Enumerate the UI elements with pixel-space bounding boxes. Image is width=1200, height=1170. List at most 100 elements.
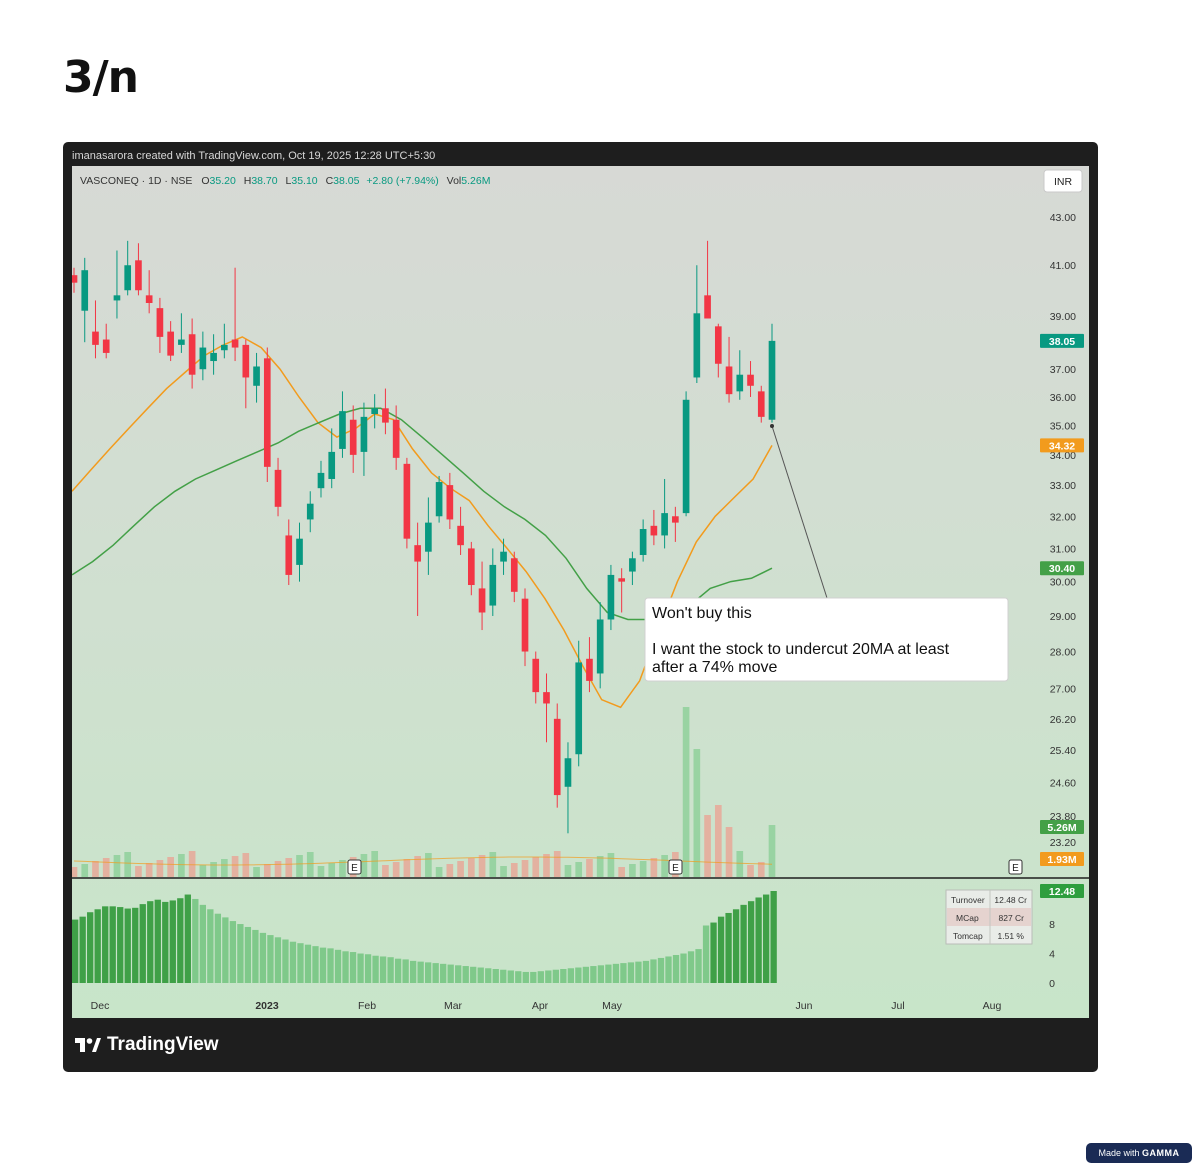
candle-body <box>747 374 754 386</box>
turnover-bar <box>117 907 124 983</box>
price-badge-bg <box>1040 438 1084 453</box>
turnover-bar <box>252 929 259 983</box>
candle-body <box>285 535 293 575</box>
candle-body <box>349 419 357 455</box>
turnover-bar <box>560 968 567 983</box>
volume-bar <box>736 851 744 877</box>
price-axis-tick: 37.00 <box>1050 364 1076 376</box>
time-axis-tick: Jul <box>891 1000 904 1012</box>
volume-bar <box>446 864 454 877</box>
candle-body <box>199 347 207 370</box>
earnings-marker[interactable]: E <box>1008 859 1023 875</box>
candle-body <box>607 574 615 620</box>
turnover-bar <box>417 961 424 983</box>
candle-body <box>564 758 572 787</box>
turnover-bar <box>349 952 357 983</box>
candle-body <box>403 463 411 539</box>
candle-body <box>253 366 260 386</box>
price-axis-tick: 32.00 <box>1050 511 1076 523</box>
legend-open: 35.20 <box>210 175 236 187</box>
candle-body <box>135 260 142 291</box>
turnover-bar <box>312 946 319 983</box>
turnover-bar <box>244 926 252 983</box>
currency-button[interactable]: INR <box>1043 169 1083 193</box>
volume-bar <box>467 858 475 877</box>
earnings-marker-label: E <box>351 863 358 874</box>
price-badge: 34.32 <box>1049 440 1075 452</box>
turnover-bar <box>327 948 334 983</box>
price-badge: 38.05 <box>1049 336 1075 348</box>
candle-body <box>178 339 185 345</box>
turnover-bar <box>770 891 777 983</box>
turnover-bar <box>680 953 687 983</box>
turnover-bar <box>169 900 176 983</box>
price-axis-tick: 25.40 <box>1050 745 1076 757</box>
turnover-bar <box>702 925 710 983</box>
volume-bar <box>113 855 121 877</box>
earnings-marker-label: E <box>672 863 679 874</box>
candle-body <box>231 339 239 348</box>
chart-area[interactable]: VASCONEQ · 1D · NSE O35.20 H38.70 L35.10… <box>72 166 1089 1018</box>
turnover-bar <box>364 954 372 983</box>
turnover-bar <box>470 966 477 983</box>
volume-bar <box>575 862 583 877</box>
candle-body <box>210 352 217 362</box>
volume-bar <box>263 864 271 877</box>
price-chart-svg[interactable]: VASCONEQ · 1D · NSE O35.20 H38.70 L35.10… <box>72 166 1089 1018</box>
turnover-bar <box>229 921 237 983</box>
turnover-bar <box>199 904 206 983</box>
turnover-bar <box>485 968 492 983</box>
volume-bar <box>188 851 196 877</box>
candle-body <box>489 564 497 606</box>
turnover-axis-tick: 0 <box>1049 978 1055 990</box>
candle-body <box>704 295 711 319</box>
turnover-bar <box>725 912 732 983</box>
info-table: Turnover 12.48 Cr MCap 827 Cr Tomcap 1.5… <box>945 889 1033 945</box>
turnover-bar <box>567 968 575 983</box>
candle-body <box>296 538 303 565</box>
volume-bar <box>457 861 464 877</box>
legend-close-label: C <box>326 175 334 187</box>
time-axis-tick: Jun <box>796 1000 813 1012</box>
made-with-brand: GAMMA <box>1142 1148 1180 1158</box>
tradingview-logo[interactable]: TradingView <box>75 1034 219 1056</box>
volume-bar <box>478 855 486 877</box>
volume-bar <box>221 859 228 877</box>
turnover-bar <box>237 924 244 983</box>
made-with-badge[interactable]: Made with GAMMA <box>1086 1143 1192 1163</box>
earnings-marker[interactable]: E <box>668 859 683 875</box>
turnover-bar <box>492 968 499 983</box>
price-badge-bg <box>1040 333 1084 348</box>
volume-bar <box>296 855 303 877</box>
price-badge: 30.40 <box>1049 563 1075 575</box>
price-axis-tick: 31.00 <box>1050 543 1076 555</box>
candle-body <box>478 588 486 613</box>
turnover-bar <box>710 922 717 983</box>
legend-high: 38.70 <box>251 175 277 187</box>
annotation-line-1: Won't buy this <box>652 605 752 622</box>
time-axis: Dec 2023 Feb Mar Apr May Jun Jul Aug <box>91 1000 1002 1012</box>
turnover-bar <box>102 906 109 983</box>
candle-body <box>221 344 228 351</box>
turnover-bar <box>732 909 740 983</box>
price-badge-bg <box>1040 561 1084 576</box>
volume-bar <box>178 854 185 877</box>
volume-badge-bg <box>1040 852 1084 866</box>
price-axis: 43.00 41.00 39.00 37.00 36.00 35.00 34.00 33.00… <box>1049 212 1076 990</box>
candle-body <box>274 469 282 507</box>
turnover-bar <box>72 919 79 983</box>
candle-body <box>457 525 464 546</box>
turnover-bar <box>222 917 229 983</box>
earnings-marker[interactable]: E <box>347 859 362 875</box>
annotation-callout[interactable]: Won't buy this I want the stock to under… <box>644 597 1009 682</box>
legend-close: 38.05 <box>333 175 359 187</box>
volume-bar <box>639 861 647 877</box>
turnover-bar <box>695 949 702 983</box>
volume-bar <box>145 863 153 877</box>
volume-bars <box>72 707 776 877</box>
volume-bar <box>102 858 110 877</box>
turnover-bar <box>665 956 672 983</box>
price-axis-tick: 26.20 <box>1050 714 1076 726</box>
price-axis-tick: 41.00 <box>1050 260 1076 272</box>
turnover-bar <box>282 939 289 983</box>
